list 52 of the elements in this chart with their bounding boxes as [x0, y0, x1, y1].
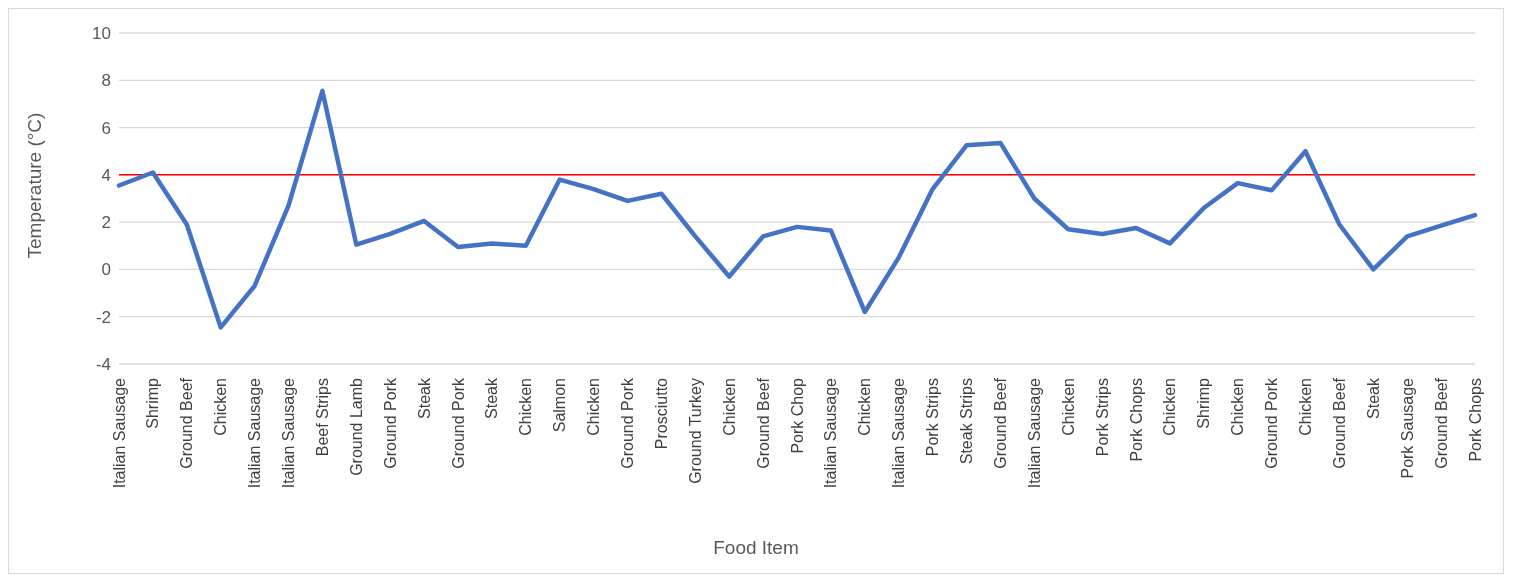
- x-tick-label: Chicken: [1161, 378, 1179, 436]
- x-tick-label: Prosciutto: [652, 377, 670, 450]
- x-tick-label: Ground Beef: [1432, 377, 1450, 469]
- x-tick-label: Chicken: [517, 378, 535, 436]
- x-tick-label: Chicken: [1297, 378, 1314, 436]
- y-tick-label: 2: [101, 213, 111, 233]
- x-tick-label: Chicken: [720, 378, 738, 436]
- x-tick-label: Pork Chops: [1127, 378, 1145, 462]
- x-tick-label: Beef Strips: [313, 378, 331, 457]
- x-tick-label: Italian Sausage: [246, 377, 264, 489]
- x-tick-label: Ground Pork: [381, 377, 399, 469]
- x-tick-label: Pork Sausage: [1398, 377, 1416, 479]
- x-tick-label: Italian Sausage: [822, 377, 840, 489]
- x-tick-label: Italian Sausage: [1025, 377, 1043, 489]
- y-tick-label: 10: [92, 24, 111, 44]
- x-tick-label: Pork Chops: [1466, 378, 1484, 462]
- y-tick-label: -4: [95, 355, 111, 375]
- x-tick-label: Ground Pork: [619, 377, 636, 469]
- x-tick-label: Ground Pork: [449, 377, 467, 469]
- x-tick-label: Italian Sausage: [280, 377, 297, 489]
- x-tick-label: Chicken: [1059, 378, 1077, 436]
- x-axis-title: Food Item: [712, 537, 800, 559]
- x-tick-label: Italian Sausage: [110, 377, 128, 489]
- x-tick-label: Steak: [483, 377, 501, 419]
- y-tick-label: 6: [101, 118, 111, 138]
- y-tick-label: 0: [101, 260, 111, 280]
- x-tick-label: Ground Beef: [754, 377, 772, 469]
- line-series: [116, 88, 1478, 330]
- x-tick-label: Ground Turkey: [686, 378, 704, 484]
- x-tick-label: Shrimp: [144, 377, 162, 429]
- x-tick-label: Salmon: [551, 378, 569, 433]
- x-tick-label: Ground Beef: [178, 377, 196, 469]
- x-tick-label: Chicken: [585, 378, 603, 436]
- y-axis-title: Temperature (°C): [23, 112, 45, 259]
- x-tick-label: Chicken: [856, 378, 874, 436]
- y-tick-label: 8: [101, 71, 111, 91]
- x-tick-label: Pork Chop: [788, 377, 806, 454]
- x-tick-label: Italian Sausage: [890, 377, 908, 489]
- x-tick-label: Ground Lamb: [347, 377, 365, 476]
- x-tick-label: Chicken: [1229, 378, 1247, 436]
- y-tick-label: 4: [101, 165, 111, 185]
- x-tick-label: Pork Strips: [1093, 378, 1111, 457]
- x-tick-label: Ground Beef: [991, 377, 1009, 469]
- x-tick-label: Shrimp: [1195, 377, 1213, 429]
- x-tick-label: Pork Strips: [924, 378, 942, 457]
- x-tick-label: Ground Beef: [1330, 377, 1348, 469]
- x-tick-label: Steak Strips: [958, 378, 975, 465]
- x-tick-label: Ground Pork: [1263, 377, 1281, 469]
- x-tick-label: Steak: [415, 377, 433, 419]
- y-tick-label: -2: [95, 307, 111, 327]
- x-tick-label: Steak: [1364, 377, 1382, 419]
- x-tick-label: Chicken: [212, 378, 230, 436]
